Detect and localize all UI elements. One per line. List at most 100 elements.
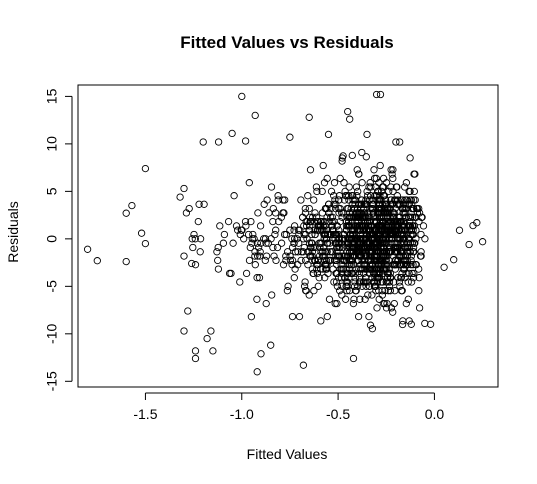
data-point	[382, 235, 391, 243]
data-point	[387, 304, 396, 312]
data-point	[368, 291, 376, 299]
data-point	[248, 235, 256, 243]
data-point	[396, 200, 404, 208]
data-point	[311, 209, 319, 217]
data-point	[386, 222, 394, 230]
data-point	[251, 252, 259, 260]
data-point	[391, 222, 400, 230]
y-tick-label: -10	[44, 323, 60, 343]
data-point	[339, 152, 347, 160]
data-point	[360, 261, 368, 269]
data-point	[407, 252, 416, 260]
data-point	[280, 230, 289, 239]
data-point	[364, 291, 372, 299]
data-point	[373, 252, 381, 260]
data-point	[378, 291, 387, 299]
data-point	[386, 287, 395, 295]
data-point	[361, 217, 370, 226]
data-point	[348, 243, 356, 252]
data-point	[269, 243, 277, 252]
data-point	[294, 248, 302, 256]
data-point	[363, 278, 372, 286]
data-point	[333, 243, 341, 252]
data-point	[262, 299, 270, 308]
data-point	[363, 187, 371, 196]
data-point	[319, 252, 327, 260]
data-point	[358, 200, 366, 208]
data-point	[308, 265, 317, 273]
data-point	[288, 261, 296, 269]
data-point	[310, 196, 318, 204]
data-point	[375, 226, 383, 234]
data-point	[393, 200, 401, 208]
data-point	[395, 278, 404, 286]
data-point	[250, 235, 258, 243]
y-tick-label: -5	[44, 280, 60, 293]
data-point	[416, 252, 425, 260]
data-point	[189, 243, 197, 252]
data-point	[400, 200, 408, 208]
data-point	[350, 204, 358, 213]
data-point	[295, 312, 304, 321]
data-point	[321, 248, 329, 256]
data-point	[404, 278, 412, 286]
data-point	[357, 209, 366, 217]
x-tick-label: 0.0	[425, 406, 445, 422]
data-point	[388, 170, 396, 178]
data-point	[256, 222, 265, 230]
data-point	[344, 239, 352, 247]
data-point	[300, 230, 308, 239]
data-point	[401, 183, 409, 191]
x-axis: -1.5 -1.0 -0.5 0.0	[133, 392, 445, 422]
data-point	[396, 282, 404, 290]
data-point	[371, 243, 379, 252]
data-point	[465, 240, 473, 249]
data-point	[348, 256, 356, 265]
data-point	[407, 230, 415, 239]
data-point	[379, 209, 387, 217]
data-point	[367, 183, 375, 191]
data-point	[375, 209, 383, 217]
data-point	[351, 278, 359, 286]
data-point	[403, 256, 411, 265]
data-point	[305, 239, 314, 247]
data-point	[364, 192, 372, 200]
data-point	[411, 196, 419, 204]
data-point	[392, 248, 400, 256]
data-point	[368, 325, 377, 333]
data-point	[272, 226, 280, 234]
data-point	[342, 278, 350, 286]
data-point	[404, 200, 412, 208]
data-point	[300, 282, 309, 290]
data-point	[306, 222, 314, 230]
data-point	[367, 235, 375, 243]
data-point	[213, 248, 221, 256]
data-point	[407, 261, 415, 269]
data-point	[352, 183, 361, 191]
data-point	[360, 200, 368, 208]
data-point	[362, 196, 370, 204]
plot-frame	[77, 84, 499, 388]
data-point	[318, 187, 326, 196]
data-point	[407, 278, 416, 286]
data-point	[383, 274, 392, 282]
data-point	[301, 278, 309, 286]
data-point	[307, 239, 316, 247]
data-point	[350, 295, 358, 303]
data-point	[347, 261, 356, 269]
data-point	[326, 230, 334, 239]
data-point	[305, 113, 313, 121]
data-point	[297, 248, 306, 256]
data-point	[396, 252, 404, 260]
y-axis: -15 -10 -5 0 5 10 15	[44, 88, 73, 391]
data-point	[305, 226, 314, 234]
data-point	[375, 204, 384, 213]
data-point	[345, 265, 354, 273]
data-point	[310, 287, 318, 295]
data-point	[224, 217, 233, 226]
data-point	[381, 261, 390, 269]
data-point	[388, 239, 396, 247]
data-point	[385, 187, 393, 196]
data-point	[375, 287, 383, 295]
data-point	[122, 257, 130, 266]
